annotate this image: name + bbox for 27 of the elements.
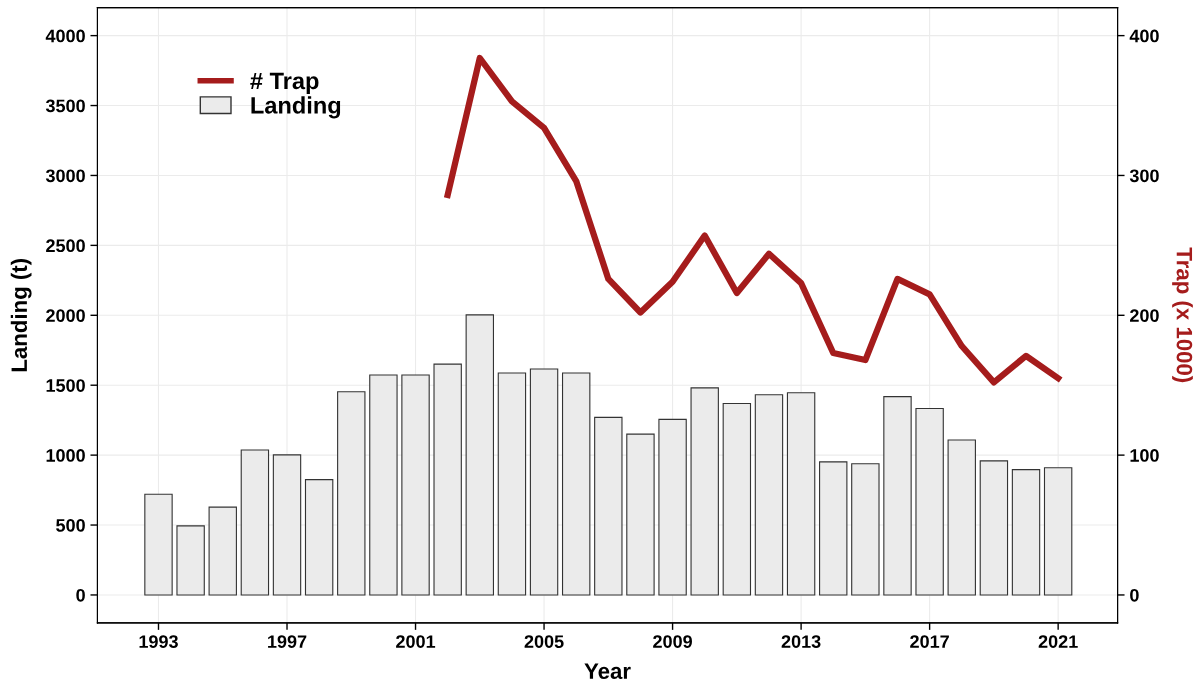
x-tick-label: 2001 bbox=[396, 635, 436, 648]
y-axis-title: Landing (t) bbox=[10, 259, 32, 372]
y2-tick-label: 100 bbox=[1130, 449, 1159, 462]
x-tick-label: 2005 bbox=[524, 635, 564, 648]
legend-label: # Trap bbox=[250, 72, 319, 94]
x-tick-label: 1997 bbox=[268, 635, 307, 648]
y-tick-label: 3500 bbox=[45, 99, 85, 113]
legend-label: Landing bbox=[251, 96, 341, 119]
y-tick-label: 4000 bbox=[45, 29, 85, 43]
y-tick-label: 1500 bbox=[46, 379, 85, 392]
x-tick-label: 2009 bbox=[653, 635, 692, 648]
y-tick-label: 2500 bbox=[46, 239, 85, 253]
y-tick-label: 1000 bbox=[46, 449, 85, 462]
y-tick-label: 2000 bbox=[46, 309, 85, 323]
x-tick-label: 2013 bbox=[781, 635, 821, 649]
y2-tick-label: 300 bbox=[1129, 169, 1159, 183]
y2-tick-label: 400 bbox=[1129, 29, 1159, 43]
y2-tick-label: 200 bbox=[1130, 309, 1159, 323]
y2-tick-label: 0 bbox=[1130, 588, 1139, 602]
y-tick-label: 3000 bbox=[45, 169, 85, 183]
x-tick-label: 1993 bbox=[139, 635, 178, 649]
x-axis-title: Year bbox=[584, 663, 631, 679]
x-tick-label: 2017 bbox=[910, 635, 949, 648]
x-tick-label: 2021 bbox=[1038, 635, 1078, 648]
y-tick-label: 500 bbox=[56, 518, 85, 532]
y-tick-label: 0 bbox=[76, 588, 85, 602]
y2-axis-title: Trap (x 1000) bbox=[1172, 247, 1193, 383]
